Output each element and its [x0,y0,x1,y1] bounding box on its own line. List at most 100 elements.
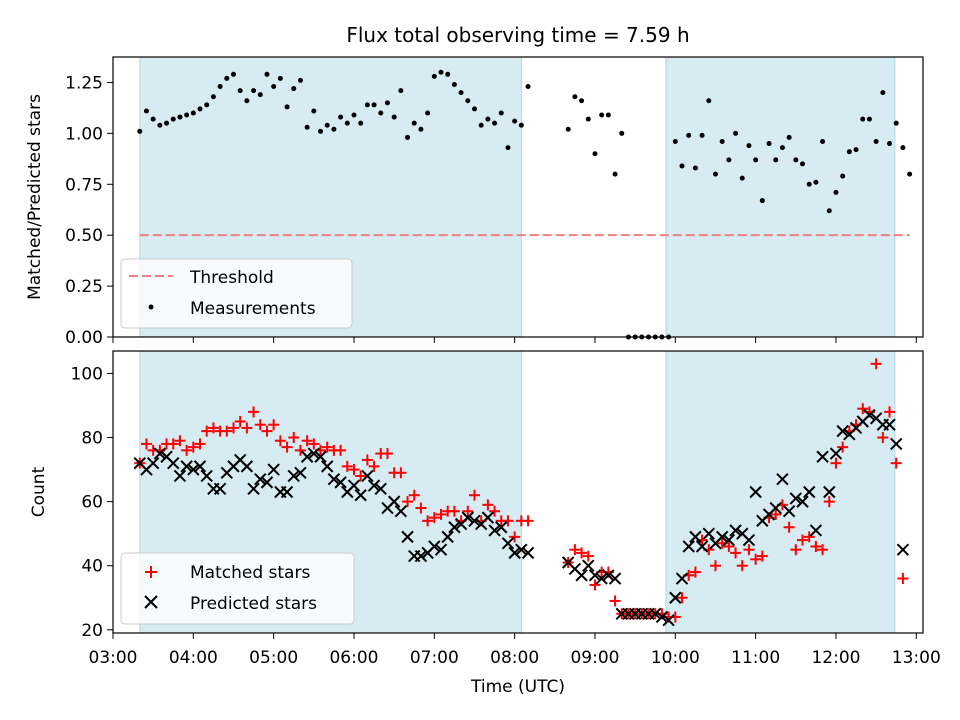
predicted-star-point-78 [689,530,702,544]
measurement-point-33 [358,120,364,126]
measurement-point-88 [759,198,765,204]
predicted-star-point-25 [300,450,314,463]
predicted-star-point-62 [582,559,595,572]
bottom-xtick-label-8: 11:00 [731,648,780,668]
measurement-point-64 [599,112,605,118]
predicted-star-point-80 [702,527,715,540]
predicted-star-point-29 [327,472,341,486]
predicted-star-point-94 [796,495,809,508]
measurement-point-67 [619,130,625,136]
measurement-point-100 [840,173,846,179]
measurement-point-40 [405,134,411,140]
measurement-point-29 [331,126,337,132]
matched-star-point-52 [482,499,494,511]
top-panel: 0.00 0.25 0.50 0.75 1.00 1.25 Matched/Predict… [25,56,924,348]
matched-star-point-26 [308,438,320,450]
measurement-point-47 [451,81,457,87]
measurement-point-32 [351,112,357,118]
predicted-star-point-53 [488,524,501,537]
predicted-star-point-22 [280,485,294,499]
predicted-star-point-8 [187,463,200,476]
predicted-star-point-93 [789,492,803,505]
measurement-point-35 [371,102,377,108]
matched-star-point-76 [676,592,688,604]
matched-star-point-10 [201,425,213,437]
bottom-xtick-label-1: 04:00 [169,648,218,668]
matched-star-point-18 [254,419,266,431]
measurement-point-101 [846,149,852,155]
predicted-star-point-5 [167,456,180,470]
matched-star-point-106 [877,432,889,444]
bottom-ytick-label-1: 40 [81,557,103,577]
measurement-point-7 [184,112,190,118]
top-measurement-points [137,69,913,340]
matched-star-point-23 [288,432,300,444]
measurement-point-48 [458,90,464,96]
top-axes-frame [112,56,924,338]
predicted-star-point-58 [521,546,535,560]
predicted-star-point-10 [200,469,213,483]
matched-star-point-39 [395,467,407,479]
measurement-point-57 [518,122,524,128]
measurement-point-104 [866,116,872,122]
matched-star-point-34 [361,454,373,466]
legend-matched-label: Matched stars [190,563,310,583]
measurement-point-61 [579,98,585,104]
predicted-star-point-75 [669,591,682,604]
matched-star-point-1 [140,438,152,450]
measurement-point-60 [572,94,578,100]
matched-star-point-33 [355,470,367,482]
measurement-point-22 [284,104,290,110]
measurement-point-84 [733,130,739,136]
matched-star-point-24 [294,444,306,456]
predicted-star-point-52 [481,511,495,524]
measurement-point-4 [164,120,170,126]
measurement-point-89 [766,141,772,147]
matched-star-point-40 [402,496,414,508]
legend-measurements-label: Measurements [190,299,316,319]
measurement-point-99 [833,189,839,195]
predicted-star-point-92 [782,505,796,518]
matched-star-point-53 [489,505,501,517]
measurement-point-1 [143,108,149,114]
top-shaded-interval-1 [665,56,896,338]
predicted-star-point-28 [321,460,334,473]
matched-star-point-60 [569,544,581,556]
measurement-point-55 [505,145,511,151]
matched-star-point-66 [609,595,621,607]
measurement-point-82 [719,139,725,145]
measurement-point-19 [264,71,270,77]
measurement-point-18 [257,92,263,98]
matched-star-point-14 [227,422,239,434]
x-axis-label: Time (UTC) [470,677,565,697]
matched-star-point-45 [435,508,447,520]
measurement-point-87 [753,157,759,163]
matched-star-point-97 [817,544,829,556]
measurement-point-90 [773,157,779,163]
predicted-star-point-46 [441,530,454,544]
top-y-axis-label: Matched/Predicted stars [25,94,45,300]
measurement-point-8 [190,110,196,116]
bottom-xtick-label-3: 06:00 [329,648,378,668]
measurement-point-107 [887,141,893,147]
matched-star-point-32 [348,464,360,476]
bottom-y-ticks: 20 40 60 80 100 [71,364,113,641]
predicted-star-point-3 [153,447,167,460]
measurement-point-66 [612,171,618,177]
matched-star-point-62 [582,550,594,562]
predicted-star-point-55 [501,537,515,550]
measurement-point-16 [244,98,250,104]
matched-star-point-55 [502,515,514,527]
matched-star-point-42 [415,502,427,514]
matched-star-point-83 [723,540,735,552]
matched-star-point-7 [181,444,193,456]
measurement-point-0 [137,128,143,134]
predicted-star-point-35 [367,479,381,492]
predicted-star-point-12 [213,482,227,496]
matched-star-point-6 [174,435,186,447]
top-ytick-label-2: 0.50 [65,226,103,246]
measurement-point-31 [344,120,350,126]
matched-star-point-20 [268,419,280,431]
predicted-star-point-96 [809,524,823,537]
measurement-point-23 [291,86,297,92]
